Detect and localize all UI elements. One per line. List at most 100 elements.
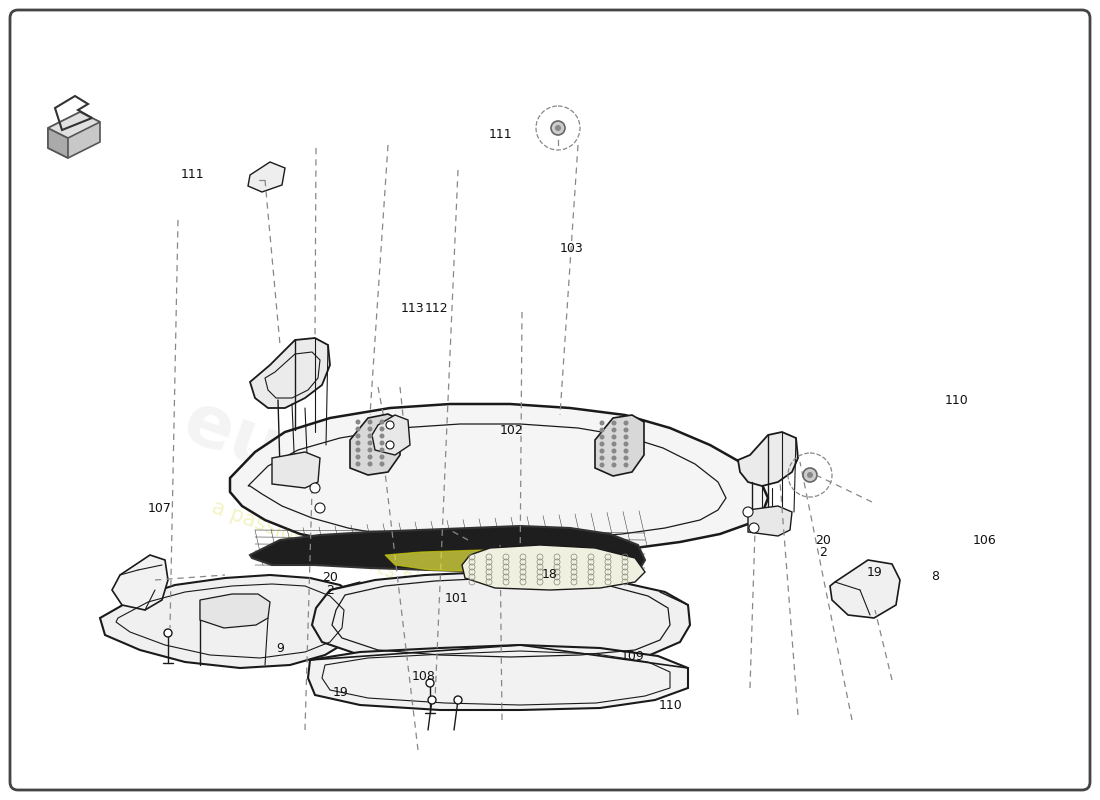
Circle shape [612, 455, 616, 461]
Text: 112: 112 [425, 302, 449, 314]
Text: 103: 103 [560, 242, 584, 254]
Circle shape [367, 419, 373, 425]
Circle shape [355, 426, 361, 431]
Polygon shape [372, 415, 410, 455]
Circle shape [556, 125, 561, 131]
Circle shape [612, 462, 616, 467]
Text: 2: 2 [326, 584, 334, 597]
Circle shape [612, 442, 616, 446]
Circle shape [379, 462, 385, 466]
Text: 101: 101 [444, 592, 469, 605]
Text: 8: 8 [931, 570, 939, 582]
Polygon shape [312, 572, 690, 662]
Circle shape [624, 449, 628, 454]
Text: euroPares: euroPares [174, 387, 586, 593]
Polygon shape [100, 575, 360, 668]
Text: 113: 113 [400, 302, 425, 314]
Text: 20: 20 [322, 571, 338, 584]
Text: 2: 2 [818, 546, 827, 558]
Circle shape [428, 696, 436, 704]
Polygon shape [748, 506, 792, 536]
Polygon shape [350, 414, 400, 475]
Polygon shape [48, 112, 100, 158]
Polygon shape [308, 645, 688, 710]
Polygon shape [738, 432, 798, 486]
Text: 110: 110 [659, 699, 683, 712]
Circle shape [379, 426, 385, 431]
Polygon shape [385, 550, 630, 576]
Circle shape [612, 427, 616, 433]
Polygon shape [48, 128, 68, 158]
Circle shape [355, 434, 361, 438]
Circle shape [551, 121, 565, 135]
Text: 18: 18 [542, 568, 558, 581]
Circle shape [379, 441, 385, 446]
Circle shape [379, 454, 385, 459]
Text: 102: 102 [499, 424, 524, 437]
Text: 19: 19 [333, 686, 349, 698]
Text: 106: 106 [972, 534, 997, 546]
Circle shape [310, 483, 320, 493]
Circle shape [367, 441, 373, 446]
Circle shape [612, 421, 616, 426]
Text: 19: 19 [867, 566, 882, 578]
Polygon shape [250, 338, 330, 408]
Circle shape [600, 421, 605, 426]
Circle shape [600, 455, 605, 461]
Polygon shape [272, 452, 320, 488]
Circle shape [807, 472, 813, 478]
Text: 111: 111 [488, 128, 513, 141]
Circle shape [624, 427, 628, 433]
Circle shape [367, 447, 373, 453]
Circle shape [600, 442, 605, 446]
Circle shape [600, 434, 605, 439]
Circle shape [164, 629, 172, 637]
Circle shape [624, 421, 628, 426]
Circle shape [355, 419, 361, 425]
Circle shape [386, 441, 394, 449]
Circle shape [379, 434, 385, 438]
Text: 111: 111 [180, 168, 205, 181]
Circle shape [367, 434, 373, 438]
Circle shape [379, 447, 385, 453]
Circle shape [367, 462, 373, 466]
Circle shape [612, 434, 616, 439]
Text: 20: 20 [815, 534, 830, 546]
Polygon shape [248, 162, 285, 192]
Circle shape [600, 449, 605, 454]
Text: 109: 109 [620, 650, 645, 662]
Circle shape [355, 441, 361, 446]
Circle shape [355, 462, 361, 466]
Circle shape [355, 447, 361, 453]
Circle shape [386, 421, 394, 429]
Polygon shape [250, 526, 645, 578]
Circle shape [612, 449, 616, 454]
Circle shape [803, 468, 817, 482]
Text: 107: 107 [147, 502, 172, 514]
Circle shape [624, 442, 628, 446]
Text: 9: 9 [276, 642, 285, 654]
Circle shape [624, 434, 628, 439]
Circle shape [355, 454, 361, 459]
FancyBboxPatch shape [10, 10, 1090, 790]
Polygon shape [230, 404, 768, 552]
Circle shape [367, 454, 373, 459]
Circle shape [379, 419, 385, 425]
Circle shape [742, 507, 754, 517]
Circle shape [600, 462, 605, 467]
Circle shape [749, 523, 759, 533]
Circle shape [624, 455, 628, 461]
Circle shape [600, 427, 605, 433]
Circle shape [454, 696, 462, 704]
Polygon shape [200, 594, 270, 628]
Circle shape [315, 503, 324, 513]
Text: 110: 110 [945, 394, 969, 406]
Polygon shape [112, 555, 168, 610]
Circle shape [367, 426, 373, 431]
Polygon shape [595, 415, 644, 476]
Text: a passion for parts since 1985: a passion for parts since 1985 [209, 497, 512, 623]
Polygon shape [462, 545, 645, 590]
Circle shape [426, 679, 434, 687]
Polygon shape [48, 112, 100, 138]
Circle shape [624, 462, 628, 467]
